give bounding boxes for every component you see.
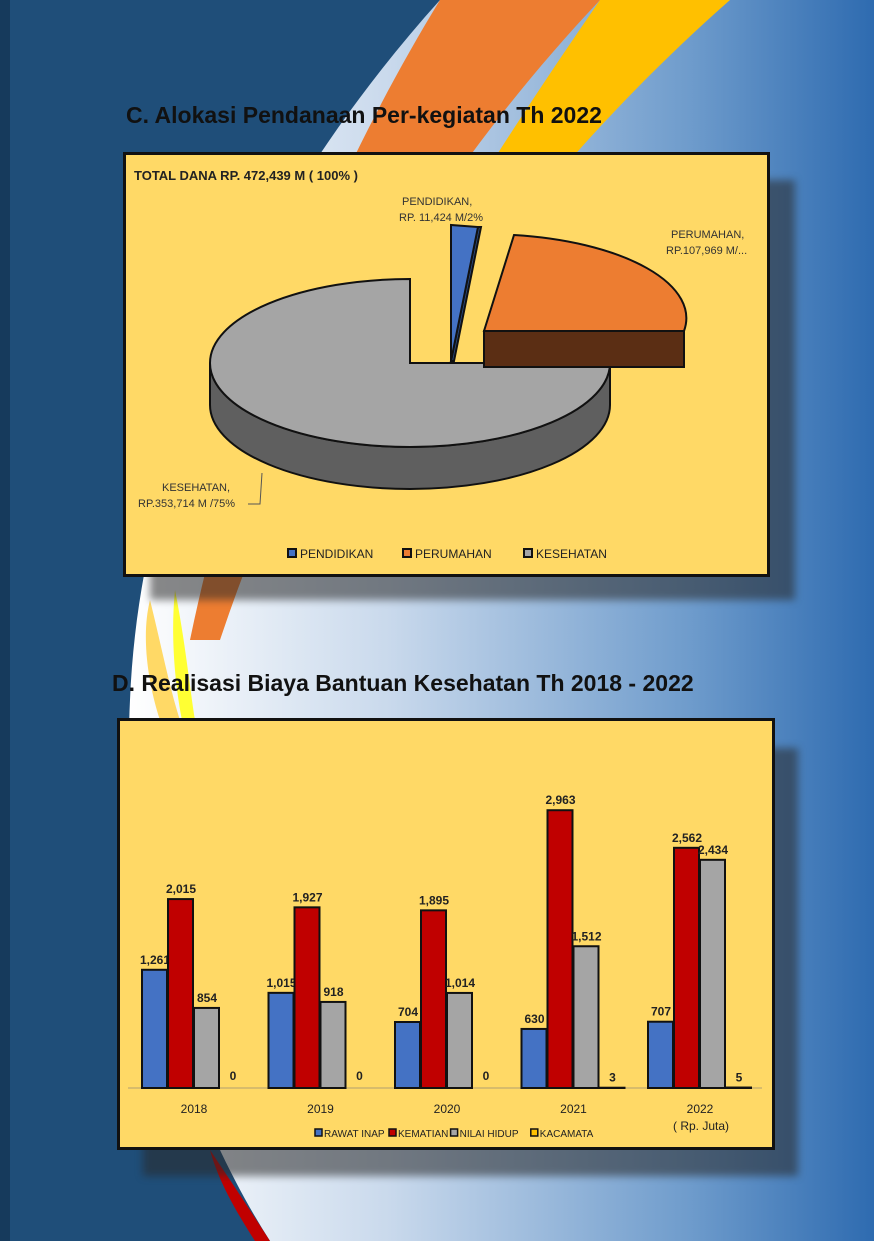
- data-label-nilai-hidup-2020: 1,014: [445, 976, 475, 990]
- pie-chart-panel: TOTAL DANA RP. 472,439 M ( 100% ) PENDID…: [123, 152, 770, 577]
- legend-label-rawat-inap: RAWAT INAP: [324, 1129, 385, 1140]
- data-label-nilai-hidup-2021: 1,512: [571, 929, 601, 943]
- bar-series-group: 1,261 2,015 854 0 1,015 1,927 918 0 704 1,895 1,01…: [140, 793, 752, 1089]
- pie-chart: TOTAL DANA RP. 472,439 M ( 100% ) PENDID…: [134, 168, 747, 561]
- x-tick-label-2018: 2018: [181, 1102, 208, 1116]
- x-tick-label-2019: 2019: [307, 1102, 334, 1116]
- data-label-rawat-inap-2021: 630: [524, 1012, 544, 1026]
- data-label-kematian-2022: 2,562: [672, 831, 702, 845]
- data-label-kacamata-2021: 3: [609, 1071, 616, 1085]
- x-tick-label-2022: 2022: [687, 1102, 714, 1116]
- legend-label-kesehatan: KESEHATAN: [536, 547, 607, 561]
- data-label-rawat-inap-2018: 1,261: [140, 953, 170, 967]
- bar-nilai-hidup-2021: [572, 945, 600, 1089]
- pie-slice-perumahan: [482, 233, 688, 368]
- data-label-kacamata-2022: 5: [736, 1071, 743, 1085]
- data-label-kematian-2019: 1,927: [292, 890, 322, 904]
- pie-label-pendidikan-value: RP. 11,424 M/2%: [399, 212, 483, 224]
- data-label-kematian-2018: 2,015: [166, 882, 196, 896]
- bar-kematian-2022: [673, 846, 700, 1089]
- pie-chart-title: TOTAL DANA RP. 472,439 M ( 100% ): [134, 168, 358, 183]
- legend-swatch-rawat-inap: [314, 1128, 323, 1137]
- bar-kematian-2019: [293, 906, 321, 1089]
- x-tick-label-2021: 2021: [560, 1102, 587, 1116]
- pie-legend: PENDIDIKAN PERUMAHAN KESEHATAN: [287, 547, 607, 561]
- bar-rawat-inap-2022: [647, 1020, 674, 1089]
- x-tick-label-2020: 2020: [434, 1102, 461, 1116]
- legend-label-pendidikan: PENDIDIKAN: [300, 547, 373, 561]
- pie-label-perumahan-name: PERUMAHAN,: [671, 229, 744, 241]
- data-label-rawat-inap-2019: 1,015: [266, 976, 296, 990]
- bar-legend: RAWAT INAP KEMATIAN NILAI HIDUP KACAMATA: [314, 1128, 594, 1140]
- bar-nilai-hidup-2022: [699, 858, 726, 1089]
- legend-swatch-kematian: [388, 1128, 397, 1137]
- legend-label-nilai-hidup: NILAI HIDUP: [460, 1129, 519, 1140]
- pie-label-pendidikan-name: PENDIDIKAN,: [402, 196, 472, 208]
- data-label-nilai-hidup-2022: 2,434: [698, 843, 728, 857]
- data-label-rawat-inap-2022: 707: [651, 1005, 671, 1019]
- pie-slice-pendidikan: [449, 223, 483, 362]
- legend-label-perumahan: PERUMAHAN: [415, 547, 492, 561]
- bar-nilai-hidup-2019: [319, 1000, 347, 1089]
- pie-label-kesehatan-value: RP.353,714 M /75%: [138, 498, 235, 510]
- data-label-nilai-hidup-2019: 918: [323, 985, 343, 999]
- pie-label-perumahan-value: RP.107,969 M/...: [666, 245, 747, 257]
- bar-chart-panel: 1,261 2,015 854 0 1,015 1,927 918 0 704 1,895 1,01…: [117, 718, 775, 1150]
- legend-label-kacamata: KACAMATA: [540, 1129, 594, 1140]
- data-label-nilai-hidup-2018: 854: [197, 991, 217, 1005]
- legend-swatch-pendidikan: [287, 548, 297, 558]
- data-label-kematian-2021: 2,963: [545, 793, 575, 807]
- bar-kematian-2021: [546, 809, 574, 1089]
- bar-kematian-2018: [167, 898, 194, 1089]
- bar-nilai-hidup-2020: [446, 991, 473, 1089]
- legend-swatch-kesehatan: [523, 548, 533, 558]
- legend-swatch-perumahan: [402, 548, 412, 558]
- section-c-title: C. Alokasi Pendanaan Per-kegiatan Th 202…: [126, 102, 602, 128]
- legend-label-kematian: KEMATIAN: [398, 1129, 448, 1140]
- data-label-kacamata-2020: 0: [483, 1069, 490, 1083]
- pie-label-kesehatan-name: KESEHATAN,: [162, 482, 230, 494]
- data-label-rawat-inap-2020: 704: [398, 1005, 418, 1019]
- bar-rawat-inap-2020: [394, 1021, 421, 1089]
- x-axis-labels: 2018 2019 2020 2021 2022: [181, 1102, 714, 1116]
- bar-kematian-2020: [420, 909, 447, 1089]
- legend-swatch-nilai-hidup: [449, 1128, 459, 1137]
- pie-slice-kesehatan: [209, 277, 612, 490]
- bar-rawat-inap-2019: [267, 991, 295, 1089]
- section-d-title: D. Realisasi Biaya Bantuan Kesehatan Th …: [112, 670, 694, 696]
- legend-swatch-kacamata: [530, 1128, 539, 1137]
- pie-leader-line: [248, 472, 263, 505]
- bar-nilai-hidup-2018: [193, 1006, 220, 1089]
- data-label-kacamata-2018: 0: [230, 1069, 237, 1083]
- data-label-kacamata-2019: 0: [356, 1069, 363, 1083]
- bar-chart: 1,261 2,015 854 0 1,015 1,927 918 0 704 1,895 1,01…: [128, 793, 762, 1140]
- bar-rawat-inap-2018: [141, 968, 168, 1089]
- bar-rawat-inap-2021: [520, 1027, 548, 1089]
- unit-note: ( Rp. Juta): [673, 1119, 729, 1133]
- data-label-kematian-2020: 1,895: [419, 893, 449, 907]
